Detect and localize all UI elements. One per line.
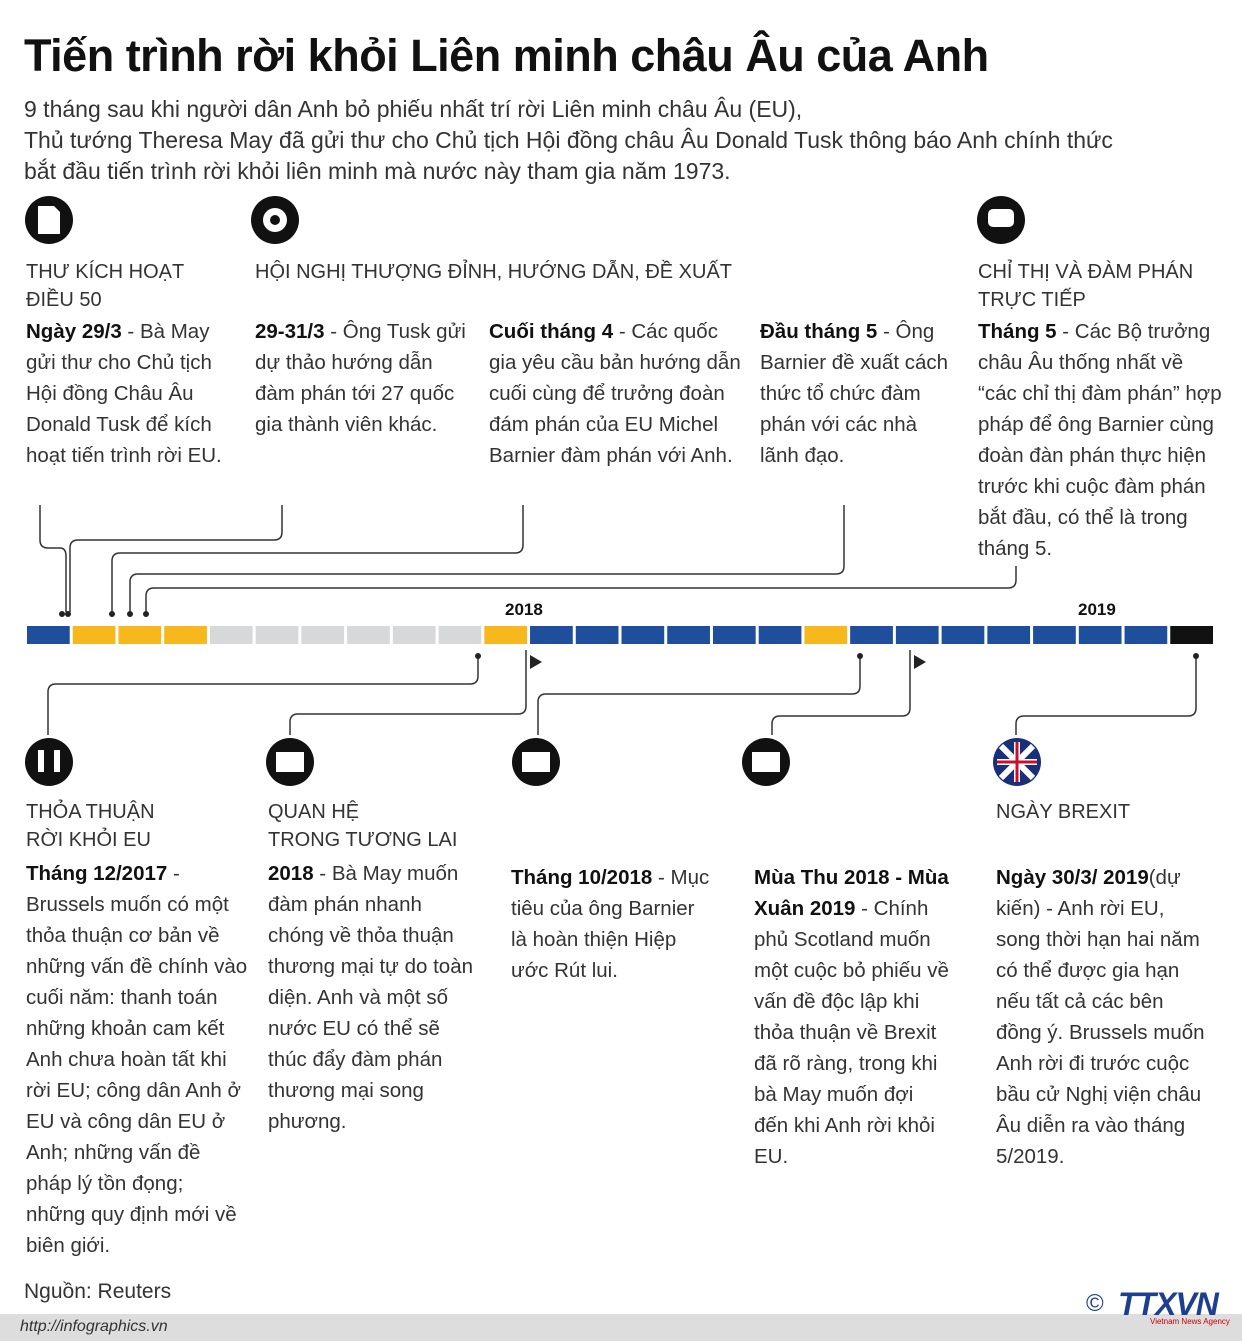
event-date: Tháng 10/2018 (511, 866, 653, 889)
subtitle-line: bắt đầu tiến trình rời khỏi liên minh mà… (24, 158, 731, 184)
section-heading: HỘI NGHỊ THƯỢNG ĐỈNH, HƯỚNG DẪN, ĐỀ XUẤT (255, 258, 732, 286)
section-heading: QUAN HỆ TRONG TƯƠNG LAI (268, 798, 457, 854)
event: Ngày 29/3 - Bà May gửi thư cho Chủ tịch … (26, 316, 231, 471)
month-segment (164, 626, 207, 644)
month-segment (438, 626, 482, 644)
month-segment (1033, 626, 1076, 644)
heading-line: TRỰC TIẾP (978, 289, 1086, 311)
event-date: 29-31/3 (255, 320, 325, 343)
month-segment (347, 626, 390, 644)
year-label: 2018 (505, 600, 543, 619)
event-date: Ngày 29/3 (26, 320, 122, 343)
event: Tháng 10/2018 - Mục tiêu của ông Barnier… (511, 862, 711, 986)
subtitle-line: 9 tháng sau khi người dân Anh bỏ phiếu n… (24, 96, 803, 122)
month-segment (530, 626, 573, 644)
month-segment (72, 626, 116, 644)
section-heading: CHỈ THỊ VÀ ĐÀM PHÁN TRỰC TIẾP (978, 258, 1193, 314)
event-text: - Bà May muốn đàm phán nhanh chóng về th… (268, 862, 473, 1133)
month-segment (850, 626, 893, 644)
month-segment (575, 626, 619, 644)
event-date: Mùa Thu 2018 - Mùa Xuân 2019 (754, 866, 949, 920)
heading-line: THƯ KÍCH HOẠT (26, 261, 185, 283)
month-segment (301, 626, 345, 644)
event-date: Tháng 5 (978, 320, 1057, 343)
event-date: 2018 (268, 862, 314, 885)
month-segment (118, 626, 162, 644)
month-segment (895, 626, 939, 644)
event: Tháng 12/2017 - Brussels muốn có một thỏ… (26, 858, 248, 1261)
heading-line: CHỈ THỊ VÀ ĐÀM PHÁN (978, 261, 1194, 283)
heading-line: NGÀY BREXIT (996, 801, 1131, 823)
dots (59, 611, 1199, 669)
logo: TTXVN (1118, 1286, 1219, 1322)
event: Ngày 30/3/ 2019(dự kiến) - Anh rời EU, s… (996, 862, 1214, 1172)
month-segment (1170, 626, 1213, 644)
heading-line: TRONG TƯƠNG LAI (268, 829, 458, 851)
event: 29-31/3 - Ông Tusk gửi dự thảo hướng dẫn… (255, 316, 473, 440)
event-date: Tháng 12/2017 (26, 862, 168, 885)
event-text: - Bà May gửi thư cho Chủ tịch Hội đồng C… (26, 320, 222, 467)
event-text: - Chính phủ Scotland muốn một cuộc bỏ ph… (754, 897, 949, 1168)
month-segment (758, 626, 802, 644)
event-date: Ngày 30/3/ 2019 (996, 866, 1149, 889)
icons (25, 196, 1041, 786)
month-segment (27, 626, 70, 644)
month-segment (1078, 626, 1122, 644)
event-text: - Brussels muốn có một thỏa thuận cơ bản… (26, 862, 248, 1257)
event-text: (dự kiến) - Anh rời EU, song thời hạn ha… (996, 866, 1205, 1168)
url: http://infographics.vn (20, 1318, 168, 1335)
event-date: Cuối tháng 4 (489, 320, 614, 343)
agency: Vietnam News Agency (1150, 1317, 1230, 1326)
year-label: 2019 (1078, 600, 1116, 619)
month-segment (941, 626, 985, 644)
source: Nguồn: Reuters (24, 1280, 172, 1303)
month-segment (392, 626, 436, 644)
heading-line: HỘI NGHỊ THƯỢNG ĐỈNH, HƯỚNG DẪN, ĐỀ XUẤT (255, 261, 733, 283)
heading-line: THỎA THUẬN (26, 801, 155, 823)
month-segment (484, 626, 528, 644)
event: Mùa Thu 2018 - Mùa Xuân 2019 - Chính phủ… (754, 862, 949, 1172)
heading-line: QUAN HỆ (268, 801, 360, 823)
section-heading: THƯ KÍCH HOẠT ĐIỀU 50 (26, 258, 184, 314)
month-segment (712, 626, 756, 644)
month-segment (804, 626, 848, 644)
event: Cuối tháng 4 - Các quốc gia yêu cầu bản … (489, 316, 741, 471)
event: Đầu tháng 5 - Ông Barnier đề xuất cách t… (760, 316, 952, 471)
event: 2018 - Bà May muốn đàm phán nhanh chóng … (268, 858, 483, 1137)
month-segment (255, 626, 299, 644)
month-segment (621, 626, 665, 644)
heading-line: ĐIỀU 50 (26, 289, 102, 311)
heading-line: RỜI KHỎI EU (26, 829, 151, 851)
event-text: - Ông Tusk gửi dự thảo hướng dẫn đàm phá… (255, 320, 466, 436)
subtitle: 9 tháng sau khi người dân Anh bỏ phiếu n… (24, 94, 1113, 187)
event-date: Đầu tháng 5 (760, 320, 878, 343)
timeline-bar (27, 626, 1213, 644)
subtitle-line: Thủ tướng Theresa May đã gửi thư cho Chủ… (24, 127, 1113, 153)
event-text: - Ông Barnier đề xuất cách thức tổ chức … (760, 320, 949, 467)
event: Tháng 5 - Các Bộ trưởng châu Âu thống nh… (978, 316, 1226, 564)
month-segment (209, 626, 253, 644)
month-segment (667, 626, 710, 644)
title: Tiến trình rời khỏi Liên minh châu Âu củ… (24, 30, 989, 81)
section-heading: NGÀY BREXIT (996, 798, 1130, 826)
month-segment (1124, 626, 1168, 644)
section-heading: THỎA THUẬN RỜI KHỎI EU (26, 798, 155, 854)
connectors (39, 505, 1197, 735)
copyright: © (1086, 1290, 1104, 1317)
footer-bar (0, 1314, 1242, 1341)
event-text: - Các quốc gia yêu cầu bản hướng dẫn cuố… (489, 320, 741, 467)
event-text: - Mục tiêu của ông Barnier là hoàn thiện… (511, 866, 710, 982)
event-text: - Các Bộ trưởng châu Âu thống nhất về “c… (978, 320, 1222, 560)
month-segment (987, 626, 1031, 644)
